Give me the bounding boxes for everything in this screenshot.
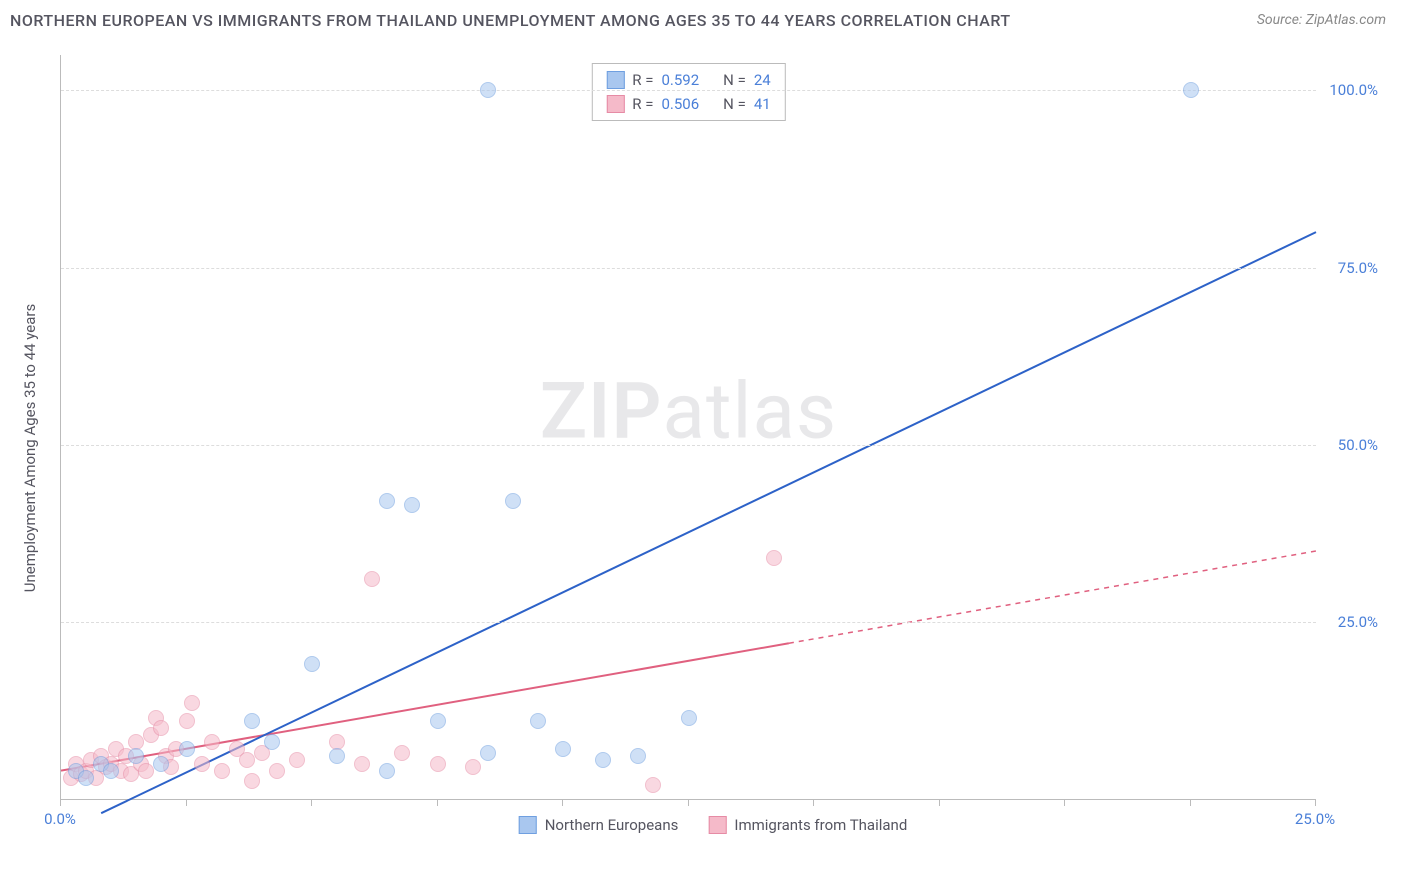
x-tick — [813, 800, 814, 806]
scatter-point-b — [430, 756, 446, 772]
gridline-h — [61, 90, 1316, 91]
scatter-point-b — [766, 550, 782, 566]
scatter-point-b — [138, 763, 154, 779]
scatter-point-a — [304, 656, 320, 672]
plot-container: Unemployment Among Ages 35 to 44 years Z… — [40, 55, 1386, 840]
n-value: 24 — [754, 68, 771, 92]
scatter-point-a — [595, 752, 611, 768]
legend-swatch — [519, 816, 537, 834]
y-axis-label: Unemployment Among Ages 35 to 44 years — [21, 303, 39, 591]
scatter-point-a — [153, 756, 169, 772]
scatter-point-b — [153, 720, 169, 736]
legend-label: Northern Europeans — [545, 816, 679, 834]
scatter-point-a — [379, 493, 395, 509]
scatter-point-b — [289, 752, 305, 768]
scatter-point-a — [480, 82, 496, 98]
r-value: 0.592 — [661, 68, 699, 92]
scatter-point-a — [329, 748, 345, 764]
legend-item-b: Immigrants from Thailand — [708, 816, 907, 834]
scatter-point-b — [465, 759, 481, 775]
x-tick — [688, 800, 689, 806]
x-tick — [1315, 800, 1316, 806]
chart-title: NORTHERN EUROPEAN VS IMMIGRANTS FROM THA… — [10, 11, 1011, 30]
n-value: 41 — [754, 92, 771, 116]
legend-swatch — [708, 816, 726, 834]
scatter-point-a — [103, 763, 119, 779]
x-tick — [437, 800, 438, 806]
scatter-point-a — [78, 770, 94, 786]
gridline-h — [61, 622, 1316, 623]
trendline-b-extrapolated — [789, 551, 1316, 643]
legend-item-a: Northern Europeans — [519, 816, 679, 834]
x-tick — [1064, 800, 1065, 806]
scatter-point-a — [1183, 82, 1199, 98]
trend-lines-svg — [61, 55, 1316, 799]
x-tick-label: 25.0% — [1295, 810, 1335, 828]
stats-row-b: R = 0.506 N = 41 — [606, 92, 770, 116]
plot-area: ZIPatlas R =0.592N =24R =0.506N =41 — [60, 55, 1316, 800]
gridline-h — [61, 268, 1316, 269]
x-tick — [60, 800, 61, 806]
scatter-point-a — [179, 741, 195, 757]
header-bar: NORTHERN EUROPEAN VS IMMIGRANTS FROM THA… — [0, 0, 1406, 40]
x-tick — [562, 800, 563, 806]
scatter-point-a — [244, 713, 260, 729]
stats-row-a: R = 0.592 N = 24 — [606, 68, 770, 92]
r-value: 0.506 — [661, 92, 699, 116]
scatter-point-a — [681, 710, 697, 726]
r-label: R = — [632, 68, 653, 92]
scatter-point-a — [379, 763, 395, 779]
series-legend: Northern Europeans Immigrants from Thaila… — [519, 816, 908, 834]
scatter-point-b — [354, 756, 370, 772]
scatter-point-a — [530, 713, 546, 729]
x-tick — [1190, 800, 1191, 806]
y-tick-label: 75.0% — [1338, 259, 1378, 277]
scatter-point-b — [239, 752, 255, 768]
scatter-point-b — [394, 745, 410, 761]
scatter-point-a — [430, 713, 446, 729]
scatter-point-a — [555, 741, 571, 757]
n-label: N = — [723, 68, 746, 92]
scatter-point-a — [404, 497, 420, 513]
scatter-point-a — [480, 745, 496, 761]
scatter-point-a — [264, 734, 280, 750]
scatter-point-a — [505, 493, 521, 509]
scatter-point-b — [204, 734, 220, 750]
r-label: R = — [632, 92, 653, 116]
x-tick-label: 0.0% — [44, 810, 76, 828]
x-tick — [186, 800, 187, 806]
gridline-h — [61, 445, 1316, 446]
scatter-point-b — [364, 571, 380, 587]
scatter-point-a — [630, 748, 646, 764]
y-tick-label: 100.0% — [1329, 81, 1378, 99]
scatter-point-b — [194, 756, 210, 772]
y-tick-label: 25.0% — [1338, 613, 1378, 631]
y-tick-label: 50.0% — [1338, 436, 1378, 454]
stats-legend: R = 0.592 N = 24 R = 0.506 N = 41 — [591, 63, 785, 121]
source-attribution: Source: ZipAtlas.com — [1257, 12, 1386, 28]
scatter-point-b — [244, 773, 260, 789]
n-label: N = — [723, 92, 746, 116]
scatter-point-b — [179, 713, 195, 729]
scatter-point-b — [645, 777, 661, 793]
scatter-point-b — [184, 695, 200, 711]
scatter-point-b — [214, 763, 230, 779]
scatter-point-a — [128, 748, 144, 764]
x-tick — [311, 800, 312, 806]
x-tick — [939, 800, 940, 806]
trendline-a — [101, 232, 1316, 813]
legend-swatch — [606, 95, 624, 113]
legend-label: Immigrants from Thailand — [734, 816, 907, 834]
scatter-point-b — [269, 763, 285, 779]
legend-swatch — [606, 71, 624, 89]
